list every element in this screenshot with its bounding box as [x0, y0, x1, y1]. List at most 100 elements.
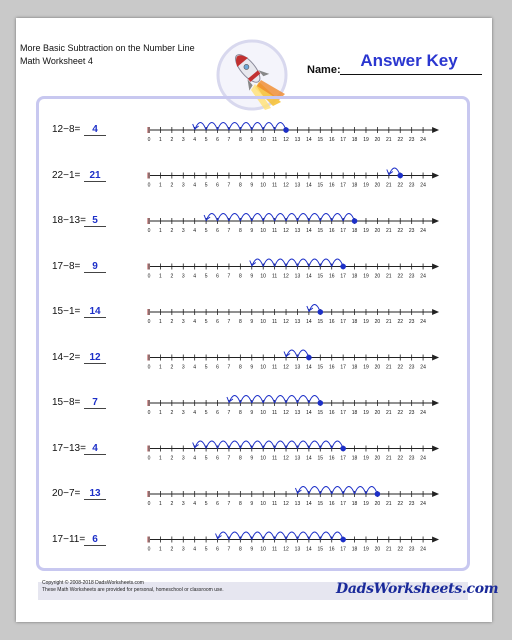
- answer-value: 5: [84, 215, 106, 227]
- tick-label: 13: [295, 228, 301, 234]
- tick-label: 20: [375, 501, 381, 507]
- tick-label: 22: [397, 319, 403, 325]
- tick-label: 12: [283, 319, 289, 325]
- tick-label: 22: [397, 228, 403, 234]
- tick-label: 12: [283, 183, 289, 189]
- tick-label: 17: [340, 547, 346, 553]
- tick-label: 1: [159, 547, 162, 553]
- tick-label: 9: [250, 501, 253, 507]
- tick-label: 24: [420, 183, 426, 189]
- tick-label: 23: [409, 365, 415, 371]
- tick-label: 16: [329, 501, 335, 507]
- tick-label: 23: [409, 228, 415, 234]
- footer-bar: [38, 582, 468, 600]
- tick-label: 11: [272, 365, 277, 371]
- answer-value: 6: [84, 534, 106, 546]
- tick-label: 24: [420, 456, 426, 462]
- tick-label: 12: [283, 547, 289, 553]
- tick-label: 1: [159, 501, 162, 507]
- tick-label: 15: [318, 319, 324, 325]
- tick-label: 3: [182, 365, 185, 371]
- tick-label: 5: [205, 228, 208, 234]
- tick-label: 10: [260, 365, 266, 371]
- tick-label: 9: [250, 456, 253, 462]
- tick-label: 16: [329, 456, 335, 462]
- tick-label: 17: [340, 410, 346, 416]
- tick-label: 1: [159, 274, 162, 280]
- name-label: Name:: [307, 64, 341, 76]
- tick-label: 14: [306, 456, 312, 462]
- tick-label: 21: [386, 319, 392, 325]
- tick-label: 12: [283, 137, 289, 143]
- tick-label: 5: [205, 501, 208, 507]
- tick-label: 2: [170, 365, 173, 371]
- problem-expression: 18−13=: [52, 215, 86, 226]
- tick-label: 14: [306, 501, 312, 507]
- tick-label: 2: [170, 501, 173, 507]
- tick-label: 9: [250, 319, 253, 325]
- tick-label: 0: [148, 274, 151, 280]
- tick-label: 1: [159, 365, 162, 371]
- tick-label: 15: [318, 410, 324, 416]
- tick-label: 18: [352, 547, 358, 553]
- tick-label: 2: [170, 456, 173, 462]
- tick-label: 21: [386, 228, 392, 234]
- tick-label: 19: [363, 456, 369, 462]
- axis-arrow-icon: [432, 263, 440, 270]
- tick-label: 8: [239, 137, 242, 143]
- tick-label: 9: [250, 410, 253, 416]
- tick-label: 23: [409, 319, 415, 325]
- tick-label: 4: [193, 274, 196, 280]
- tick-label: 22: [397, 183, 403, 189]
- answer-value: 7: [84, 397, 106, 409]
- tick-label: 0: [148, 183, 151, 189]
- tick-label: 19: [363, 547, 369, 553]
- tick-label: 14: [306, 547, 312, 553]
- axis-start-marker: [147, 354, 150, 361]
- tick-label: 3: [182, 501, 185, 507]
- tick-label: 13: [295, 456, 301, 462]
- tick-label: 15: [318, 365, 324, 371]
- tick-label: 18: [352, 228, 358, 234]
- tick-label: 17: [340, 274, 346, 280]
- tick-label: 18: [352, 319, 358, 325]
- tick-label: 22: [397, 547, 403, 553]
- tick-label: 12: [283, 456, 289, 462]
- tick-label: 20: [375, 547, 381, 553]
- tick-label: 9: [250, 365, 253, 371]
- tick-label: 8: [239, 365, 242, 371]
- tick-label: 24: [420, 228, 426, 234]
- brand-logo: DadsWorksheets.com: [336, 581, 499, 597]
- tick-label: 2: [170, 183, 173, 189]
- problem-expression: 15−1=: [52, 306, 81, 317]
- tick-label: 9: [250, 274, 253, 280]
- tick-label: 0: [148, 319, 151, 325]
- tick-label: 22: [397, 365, 403, 371]
- axis-start-marker: [147, 172, 150, 179]
- tick-label: 7: [228, 274, 231, 280]
- tick-label: 19: [363, 501, 369, 507]
- tick-label: 14: [306, 365, 312, 371]
- problem-expression: 12−8=: [52, 124, 81, 135]
- tick-label: 10: [260, 137, 266, 143]
- tick-label: 5: [205, 456, 208, 462]
- tick-label: 10: [260, 547, 266, 553]
- tick-label: 4: [193, 456, 196, 462]
- tick-label: 11: [272, 228, 277, 234]
- tick-label: 3: [182, 547, 185, 553]
- tick-label: 16: [329, 183, 335, 189]
- tick-label: 8: [239, 319, 242, 325]
- jump-arcs: [228, 395, 321, 404]
- tick-label: 2: [170, 547, 173, 553]
- tick-label: 16: [329, 410, 335, 416]
- axis-start-marker: [147, 491, 150, 497]
- tick-label: 18: [352, 365, 358, 371]
- tick-label: 3: [182, 183, 185, 189]
- tick-label: 4: [193, 410, 196, 416]
- tick-label: 2: [170, 137, 173, 143]
- problem-expression: 14−2=: [52, 351, 81, 363]
- tick-label: 6: [216, 547, 219, 553]
- tick-label: 13: [295, 183, 301, 189]
- axis-start-marker: [147, 218, 150, 224]
